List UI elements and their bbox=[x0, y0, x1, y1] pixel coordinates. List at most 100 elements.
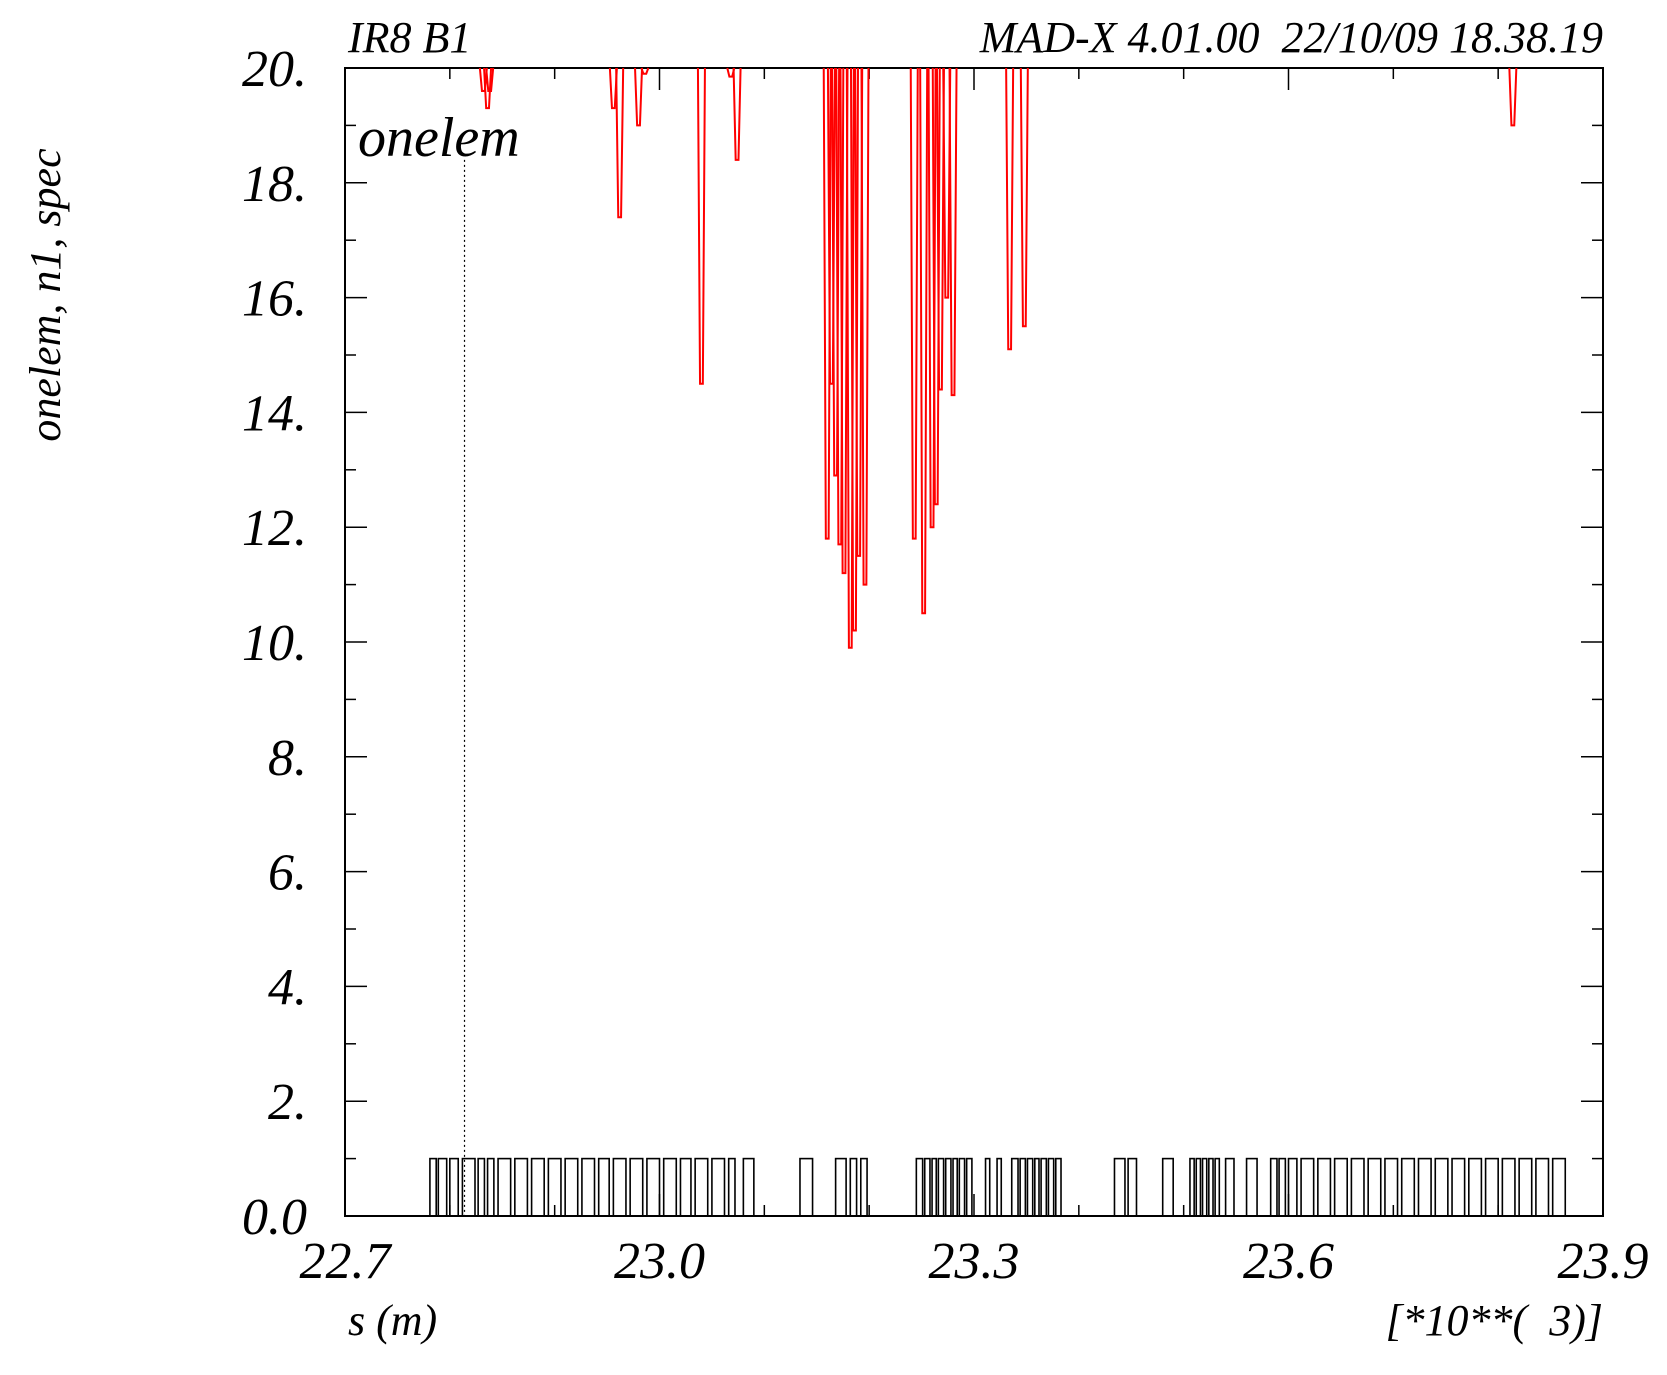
x-tick-label: 22.7 bbox=[300, 1233, 393, 1290]
onelem-element bbox=[711, 1157, 726, 1217]
x-tick-label: 23.9 bbox=[1558, 1233, 1649, 1290]
y-tick-label: 8. bbox=[268, 730, 307, 787]
onelem-element bbox=[965, 1157, 973, 1217]
onelem-element bbox=[1189, 1157, 1195, 1217]
onelem-element bbox=[581, 1157, 596, 1217]
header-right-label: MAD-X 4.01.00 22/10/09 18.38.19 bbox=[979, 13, 1603, 62]
n1-dip bbox=[478, 67, 488, 92]
onelem-element bbox=[1434, 1157, 1449, 1217]
onelem-element bbox=[1384, 1157, 1399, 1217]
n1-dip bbox=[948, 67, 958, 397]
onelem-element bbox=[514, 1157, 529, 1217]
n1-dip bbox=[696, 67, 706, 385]
onelem-element bbox=[996, 1157, 1003, 1217]
onelem-element bbox=[437, 1157, 448, 1217]
plot-annotation: onelem bbox=[358, 107, 520, 169]
header-left-label: IR8 B1 bbox=[347, 13, 471, 62]
onelem-element bbox=[1040, 1157, 1048, 1217]
n1-dip bbox=[909, 67, 919, 540]
onelem-element bbox=[799, 1157, 814, 1217]
onelem-element bbox=[429, 1157, 438, 1217]
n1-dip bbox=[919, 67, 929, 615]
onelem-element bbox=[646, 1157, 661, 1217]
onelem-element bbox=[1300, 1157, 1315, 1217]
n1-dip bbox=[483, 67, 493, 110]
x-tick-label: 23.6 bbox=[1243, 1233, 1334, 1290]
y-tick-label: 2. bbox=[268, 1074, 307, 1131]
onelem-element bbox=[742, 1157, 755, 1217]
onelem-element bbox=[923, 1157, 931, 1217]
onelem-element bbox=[1245, 1157, 1258, 1217]
onelem-element bbox=[1278, 1157, 1287, 1217]
onelem-element bbox=[834, 1157, 847, 1217]
onelem-element bbox=[849, 1157, 858, 1217]
n1-dip bbox=[860, 67, 870, 586]
n1-dip bbox=[732, 67, 742, 161]
x-tick-label: 23.0 bbox=[614, 1233, 705, 1290]
onelem-element bbox=[1317, 1157, 1332, 1217]
onelem-element bbox=[1468, 1157, 1483, 1217]
n1-dip bbox=[615, 67, 625, 219]
onelem-element bbox=[1287, 1157, 1298, 1217]
onelem-element bbox=[1010, 1157, 1019, 1217]
onelem-element bbox=[530, 1157, 545, 1217]
onelem-element bbox=[1208, 1157, 1214, 1217]
onelem-element bbox=[727, 1157, 736, 1217]
x-axis-label: s (m) bbox=[348, 1296, 437, 1345]
onelem-element bbox=[486, 1157, 495, 1217]
onelem-element bbox=[1034, 1157, 1040, 1217]
y-tick-label: 0.0 bbox=[242, 1189, 307, 1246]
y-tick-label: 12. bbox=[242, 500, 307, 557]
onelem-element bbox=[547, 1157, 562, 1217]
onelem-element bbox=[1127, 1157, 1138, 1217]
onelem-element bbox=[1214, 1157, 1221, 1217]
n1-dip bbox=[935, 67, 945, 391]
onelem-element bbox=[937, 1157, 945, 1217]
y-tick-label: 18. bbox=[242, 156, 307, 213]
onelem-element bbox=[1019, 1157, 1027, 1217]
n1-dip bbox=[839, 67, 849, 575]
onelem-element bbox=[1054, 1157, 1062, 1217]
onelem-element bbox=[1551, 1157, 1567, 1217]
onelem-element bbox=[662, 1157, 678, 1217]
plot-frame bbox=[344, 67, 1604, 1217]
onelem-element bbox=[1417, 1157, 1432, 1217]
onelem-element bbox=[1400, 1157, 1416, 1217]
onelem-element bbox=[1224, 1157, 1235, 1217]
onelem-element bbox=[859, 1157, 868, 1217]
onelem-element bbox=[612, 1157, 627, 1217]
n1-dip bbox=[1005, 67, 1015, 351]
y-tick-label: 10. bbox=[242, 615, 307, 672]
y-tick-label: 6. bbox=[268, 845, 307, 902]
onelem-element bbox=[1484, 1157, 1499, 1217]
onelem-element bbox=[984, 1157, 991, 1217]
n1-dip bbox=[1019, 67, 1029, 328]
onelem-element bbox=[1195, 1157, 1202, 1217]
onelem-element bbox=[597, 1157, 610, 1217]
onelem-element bbox=[1269, 1157, 1278, 1217]
onelem-element bbox=[477, 1157, 486, 1217]
onelem-element bbox=[497, 1157, 512, 1217]
onelem-element bbox=[1367, 1157, 1382, 1217]
onelem-element bbox=[1501, 1157, 1516, 1217]
onelem-element bbox=[1047, 1157, 1055, 1217]
onelem-element bbox=[1201, 1157, 1208, 1217]
onelem-element bbox=[1026, 1157, 1034, 1217]
n1-dip bbox=[634, 67, 644, 127]
onelem-element bbox=[1451, 1157, 1466, 1217]
n1-dip bbox=[942, 67, 952, 299]
onelem-element bbox=[1518, 1157, 1533, 1217]
plot-layer: 0.0 2. 4. 6. 8. 10. 12. 14. 16. 18. 20. 22.7 23.0 23.… bbox=[242, 41, 1649, 1290]
y-tick-label: 4. bbox=[268, 959, 307, 1016]
y-tick-label: 20. bbox=[242, 41, 307, 98]
onelem-element bbox=[944, 1157, 952, 1217]
n1-dip bbox=[1508, 67, 1518, 127]
onelem-element bbox=[1535, 1157, 1550, 1217]
n1-dip bbox=[485, 67, 495, 92]
onelem-element bbox=[1333, 1157, 1349, 1217]
onelem-element bbox=[629, 1157, 644, 1217]
onelem-element bbox=[931, 1157, 938, 1217]
onelem-element bbox=[915, 1157, 924, 1217]
